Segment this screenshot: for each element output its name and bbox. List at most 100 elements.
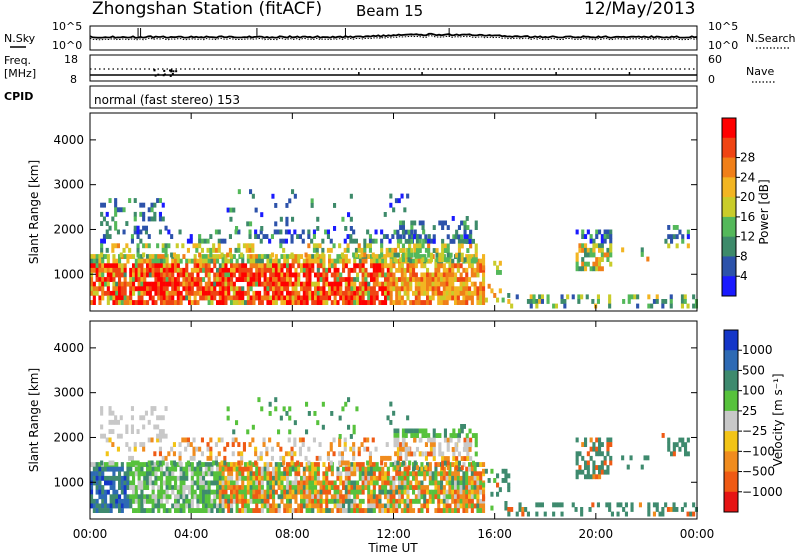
velocity-cell (182, 494, 186, 500)
velocity-cell (259, 451, 263, 457)
power-cell (168, 290, 172, 296)
power-cell (154, 277, 158, 282)
power-cell (280, 300, 284, 305)
velocity-cell (181, 437, 185, 443)
velocity-cell (291, 485, 295, 490)
nave-right-tick-top: 60 (708, 53, 722, 66)
power-cell (143, 272, 147, 278)
power-cell (277, 281, 281, 287)
velocity-cell (584, 460, 588, 466)
velocity-cell (133, 446, 137, 452)
power-cell (426, 286, 430, 292)
velocity-cell (157, 498, 161, 504)
velocity-cell (672, 451, 676, 457)
power-ytick-label: 3000 (53, 178, 84, 192)
power-cell (116, 243, 120, 249)
power-cell (381, 263, 385, 269)
power-cell (272, 272, 276, 278)
velocity-cell (456, 466, 460, 472)
power-cell (319, 254, 323, 259)
power-cell (581, 234, 585, 239)
velocity-cell (426, 489, 430, 495)
power-cell (232, 267, 236, 273)
velocity-cell (106, 489, 110, 495)
power-cell (368, 234, 372, 239)
velocity-cell (214, 442, 218, 447)
velocity-cell (126, 485, 130, 490)
power-cell (114, 221, 118, 226)
power-cell (168, 277, 172, 282)
velocity-cell (372, 498, 376, 504)
velocity-cell (241, 475, 245, 481)
power-cell (218, 295, 222, 301)
velocity-cell (258, 480, 262, 486)
velocity-cell (586, 469, 590, 475)
velocity-cell (90, 462, 94, 467)
velocity-cell (272, 503, 276, 509)
power-cell (294, 254, 298, 259)
velocity-cell (479, 471, 483, 477)
power-cell (232, 286, 236, 292)
power-cell (400, 295, 404, 301)
velocity-cell (437, 489, 441, 495)
power-cell (316, 272, 320, 278)
power-cell (341, 216, 345, 222)
velocity-cell (322, 485, 326, 490)
power-cell (586, 247, 590, 253)
power-cell (109, 277, 113, 282)
power-cell (104, 277, 108, 282)
velocity-cell (409, 485, 413, 490)
power-cell (305, 267, 309, 273)
velocity-cell (98, 489, 102, 495)
velocity-cell (456, 498, 460, 504)
velocity-cell (465, 498, 469, 504)
power-cell (336, 254, 340, 259)
power-cell (291, 300, 295, 305)
velocity-cell (431, 494, 435, 500)
velocity-cell (581, 442, 585, 447)
velocity-cell (333, 494, 337, 500)
power-cell (441, 220, 445, 226)
velocity-cell (575, 451, 579, 457)
velocity-cell (125, 442, 129, 447)
velocity-cell (129, 498, 133, 504)
velocity-cell (134, 489, 138, 495)
power-cell (164, 225, 168, 231)
velocity-cell (210, 462, 214, 467)
power-cell (308, 286, 312, 292)
power-cell (144, 229, 148, 235)
velocity-cell (123, 489, 127, 495)
power-cell (252, 254, 256, 259)
velocity-cell (340, 460, 344, 466)
velocity-cell (344, 489, 348, 495)
power-cell (476, 263, 480, 269)
power-cell (426, 258, 430, 264)
velocity-cell (162, 480, 166, 486)
velocity-colorbar-swatch (724, 330, 738, 351)
power-cell (409, 286, 413, 292)
velocity-cell (151, 480, 155, 486)
power-cell (457, 243, 461, 249)
velocity-cell (445, 508, 449, 513)
power-cell (294, 277, 298, 282)
power-cell (174, 300, 178, 305)
velocity-cell (596, 502, 600, 508)
velocity-cell (571, 502, 575, 508)
power-cell (185, 286, 189, 292)
power-cell (408, 234, 412, 239)
velocity-cell (190, 462, 194, 467)
power-cell (440, 272, 444, 278)
power-cell (584, 266, 588, 272)
power-cell (451, 267, 455, 273)
power-cell (282, 247, 286, 253)
power-cell (366, 243, 370, 249)
power-cell (328, 295, 332, 301)
velocity-cell (392, 503, 396, 509)
power-cell (336, 286, 340, 292)
power-cell (115, 272, 119, 278)
power-cell (297, 277, 301, 282)
power-cell (426, 281, 430, 287)
power-cell (420, 286, 424, 292)
power-cell (358, 263, 362, 269)
velocity-cell (409, 498, 413, 504)
